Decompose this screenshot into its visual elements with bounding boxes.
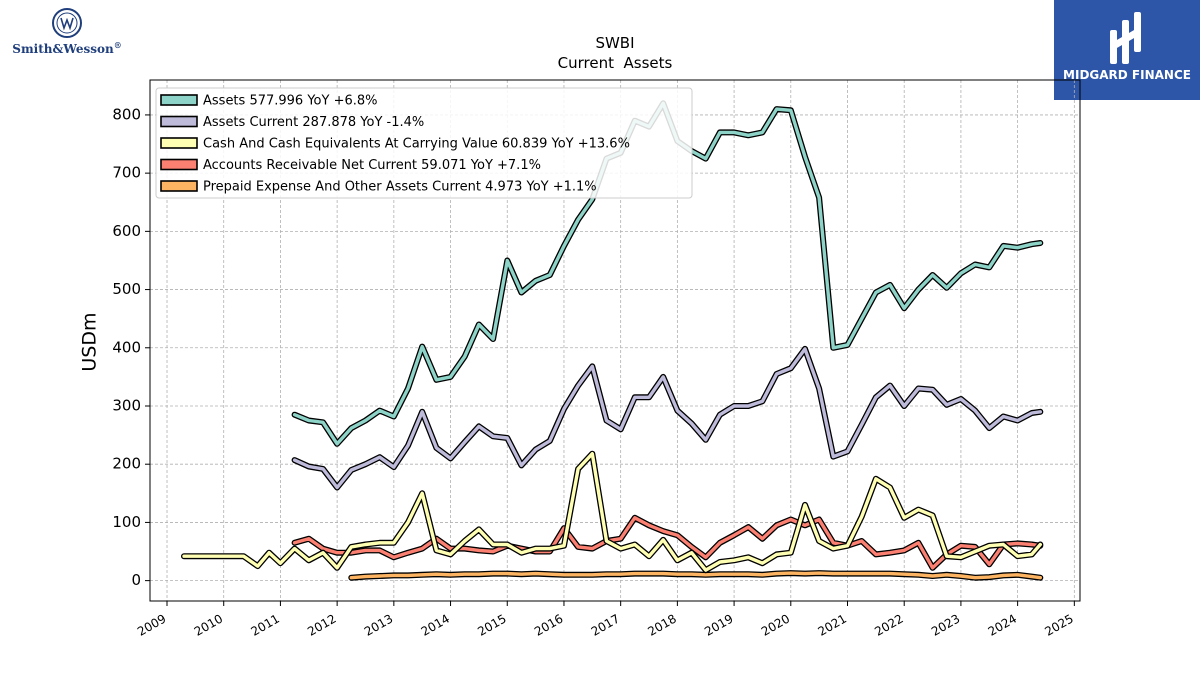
y-tick-label: 400 xyxy=(112,338,141,356)
legend-swatch xyxy=(160,115,198,128)
legend-label: Cash And Cash Equivalents At Carrying Va… xyxy=(203,137,630,152)
smith-wesson-wordmark: Smith&Wesson® xyxy=(12,40,122,56)
x-tick-label: 2017 xyxy=(589,611,622,638)
legend-label: Assets Current 287.878 YoY -1.4% xyxy=(203,115,424,130)
plot-frame xyxy=(149,79,1081,602)
chart-subtitle: Current Assets xyxy=(558,54,673,72)
y-tick-label: 700 xyxy=(112,164,141,182)
midgard-finance-logo: MIDGARD FINANCE xyxy=(1054,0,1200,100)
x-tick-label: 2020 xyxy=(759,611,792,638)
x-tick-label: 2012 xyxy=(305,611,338,638)
x-tick-label: 2023 xyxy=(929,611,962,638)
legend-box xyxy=(155,87,693,199)
y-tick-label: 0 xyxy=(131,571,141,589)
series-line-assets-current xyxy=(292,347,1043,490)
legend-label: Assets 577.996 YoY +6.8% xyxy=(203,94,378,109)
legend-swatch xyxy=(160,137,198,149)
y-tick-label: 300 xyxy=(112,396,141,414)
x-tick-label: 2025 xyxy=(1042,611,1075,638)
midgard-emblem-icon xyxy=(1110,12,1141,64)
series-outline-assets-current xyxy=(291,345,1044,491)
y-tick-label: 200 xyxy=(112,455,141,473)
legend-label: Accounts Receivable Net Current 59.071 Y… xyxy=(203,158,541,173)
x-tick-label: 2016 xyxy=(532,611,565,638)
x-tick-label: 2022 xyxy=(872,611,905,638)
legend-swatch xyxy=(160,180,198,192)
y-axis-label: USDm xyxy=(79,312,101,371)
x-tick-label: 2024 xyxy=(986,611,1019,638)
legend-label: Prepaid Expense And Other Assets Current… xyxy=(203,180,597,195)
y-tick-label: 600 xyxy=(112,222,141,240)
smith-wesson-emblem-icon xyxy=(52,8,82,38)
series-line-prepaid-expense-and-other-assets-current xyxy=(349,571,1043,580)
legend: Assets 577.996 YoY +6.8% Assets Current 2… xyxy=(155,87,693,199)
smith-wesson-logo: Smith&Wesson® xyxy=(6,6,128,58)
y-tick-label: 100 xyxy=(112,513,141,531)
x-tick-label: 2018 xyxy=(645,611,678,638)
chart-title: SWBI xyxy=(595,34,634,52)
x-tick-label: 2010 xyxy=(192,611,225,638)
midgard-finance-wordmark: MIDGARD FINANCE xyxy=(1063,68,1191,82)
x-tick-label: 2015 xyxy=(475,611,508,638)
legend-swatch xyxy=(160,94,198,106)
x-tick-label: 2014 xyxy=(419,611,452,638)
y-tick-label: 800 xyxy=(112,105,141,123)
x-tick-label: 2019 xyxy=(702,611,735,638)
series-line-cash-and-cash-equivalents-at-carrying-value xyxy=(182,452,1043,572)
x-tick-label: 2011 xyxy=(248,611,281,638)
series-line-accounts-receivable-net-current xyxy=(292,516,1043,570)
x-tick-label: 2009 xyxy=(135,611,168,638)
x-tick-label: 2013 xyxy=(362,611,395,638)
y-tick-label: 500 xyxy=(112,280,141,298)
x-tick-label: 2021 xyxy=(816,611,849,638)
legend-swatch xyxy=(160,158,198,171)
